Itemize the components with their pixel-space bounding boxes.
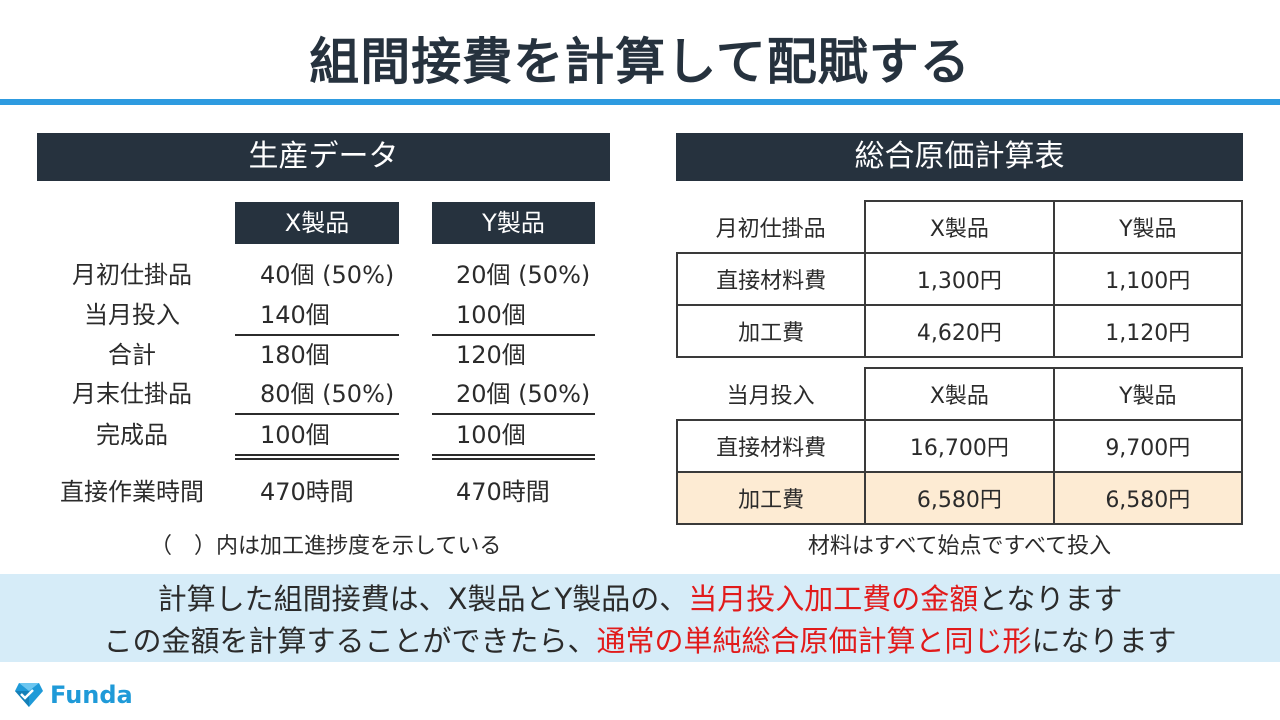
funda-diamond-icon [15,683,43,707]
row-value-y-direct-labor-hours: 470時間 [456,478,550,506]
row-value-x-current-input: 140個 [260,301,330,329]
cost-table-header: 総合原価計算表 [676,133,1243,181]
row-value-y-current-input: 100個 [456,301,526,329]
row-value-y-beginning-wip: 20個 (50%) [456,261,591,289]
callout-line-1: 計算した組間接費は、X製品とY製品の、当月投入加工費の金額となります [0,578,1280,620]
beginning-col-y: Y製品 [1052,200,1244,254]
final-double-rule-x [235,454,399,460]
beginning-col-x: X製品 [864,200,1055,254]
current-col-x: X製品 [864,367,1055,421]
row-value-y-total: 120個 [456,341,526,369]
progress-note: （ ）内は加工進捗度を示している [150,534,502,559]
page-title: 組間接費を計算して配賦する [309,33,971,91]
funda-logo: Funda [14,681,133,709]
row-value-x-ending-wip: 80個 (50%) [260,380,395,408]
title-divider [0,99,1280,105]
callout-text: この金額を計算することができたら、 [103,624,597,658]
summary-callout: 計算した組間接費は、X製品とY製品の、当月投入加工費の金額となります この金額を… [0,574,1280,662]
funda-brand-name: Funda [50,681,133,709]
current-col-y: Y製品 [1052,367,1244,421]
callout-emphasis: 当月投入加工費の金額 [688,582,979,616]
current-x-conversion: 6,580円 [864,471,1055,525]
sum-rule-y [432,334,595,336]
beginning-y-materials: 1,100円 [1052,252,1244,306]
current-row-label-conversion: 加工費 [675,471,867,525]
row-value-y-completed: 100個 [456,421,526,449]
production-col-y: Y製品 [432,202,595,244]
row-label-completed: 完成品 [96,421,168,449]
callout-emphasis: 通常の単純総合原価計算と同じ形 [596,624,1032,658]
sum-rule-x [235,334,399,336]
row-value-y-ending-wip: 20個 (50%) [456,380,591,408]
callout-text: 計算した組間接費は、X製品とY製品の、 [157,582,689,616]
row-value-x-total: 180個 [260,341,330,369]
row-value-x-direct-labor-hours: 470時間 [260,478,354,506]
row-label-current-input: 当月投入 [84,301,180,329]
final-double-rule-y [432,454,595,460]
production-col-x: X製品 [235,202,399,244]
row-label-ending-wip: 月末仕掛品 [72,380,192,408]
row-value-x-beginning-wip: 40個 (50%) [260,261,395,289]
current-y-conversion: 6,580円 [1052,471,1244,525]
beginning-wip-table-label: 月初仕掛品 [715,216,826,242]
subtract-rule-x [235,413,399,415]
beginning-row-label-conversion: 加工費 [675,304,867,358]
highlighted-conversion-row: 加工費 6,580円 6,580円 [675,471,1244,525]
current-y-materials: 9,700円 [1052,419,1244,473]
beginning-x-materials: 1,300円 [864,252,1055,306]
row-label-direct-labor-hours: 直接作業時間 [60,478,204,506]
beginning-x-conversion: 4,620円 [864,304,1055,358]
current-x-materials: 16,700円 [864,419,1055,473]
beginning-wip-cost-table: 月初仕掛品 X製品 Y製品 直接材料費 1,300円 1,100円 加工費 4,… [675,200,1244,358]
callout-text: となります [978,582,1123,616]
callout-text: になります [1031,624,1177,658]
callout-line-2: この金額を計算することができたら、通常の単純総合原価計算と同じ形になります [0,620,1280,662]
beginning-y-conversion: 1,120円 [1052,304,1244,358]
beginning-row-label-materials: 直接材料費 [675,252,867,306]
production-data-header: 生産データ [37,133,610,181]
materials-note: 材料はすべて始点ですべて投入 [807,534,1112,559]
row-value-x-completed: 100個 [260,421,330,449]
current-input-cost-table: 当月投入 X製品 Y製品 直接材料費 16,700円 9,700円 加工費 6,… [675,367,1244,525]
subtract-rule-y [432,413,595,415]
current-row-label-materials: 直接材料費 [675,419,867,473]
current-input-table-label: 当月投入 [726,383,815,409]
row-label-total: 合計 [108,341,156,369]
row-label-beginning-wip: 月初仕掛品 [72,261,192,289]
